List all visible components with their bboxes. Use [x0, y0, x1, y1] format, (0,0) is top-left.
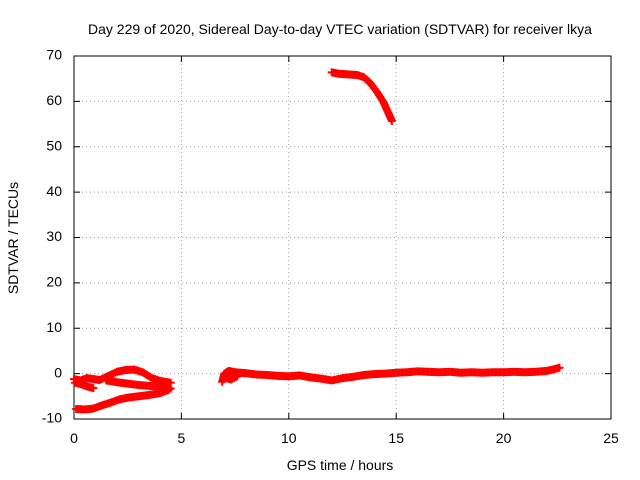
y-tick-label: 60: [46, 92, 62, 108]
chart-grid: [74, 56, 611, 419]
data-point: [233, 372, 242, 381]
y-tick-label: 20: [46, 274, 62, 290]
x-tick-label: 20: [496, 430, 512, 446]
chart-title: Day 229 of 2020, Sidereal Day-to-day VTE…: [88, 21, 592, 37]
data-points: [70, 68, 564, 414]
y-tick-label: 40: [46, 183, 62, 199]
y-tick-label: 70: [46, 47, 62, 63]
data-point: [387, 116, 396, 125]
x-axis-label: GPS time / hours: [287, 457, 394, 473]
x-tick-label: 0: [70, 430, 78, 446]
y-axis-label: SDTVAR / TECUs: [5, 182, 21, 294]
data-point: [555, 363, 564, 372]
data-point: [164, 385, 173, 394]
y-tick-label: 10: [46, 319, 62, 335]
data-point: [89, 384, 98, 393]
y-tick-label: 50: [46, 137, 62, 153]
x-tick-label: 25: [603, 430, 619, 446]
y-tick-label: -10: [42, 410, 62, 426]
x-tick-label: 5: [178, 430, 186, 446]
y-tick-labels: -10 0 10 20 30 40 50 60 70: [42, 47, 62, 426]
x-tick-label: 15: [388, 430, 404, 446]
x-tick-label: 10: [281, 430, 297, 446]
axis-ticks: [73, 55, 612, 420]
y-tick-label: 0: [54, 364, 62, 380]
y-tick-label: 30: [46, 228, 62, 244]
x-tick-labels: 0 5 10 15 20 25: [70, 430, 619, 446]
